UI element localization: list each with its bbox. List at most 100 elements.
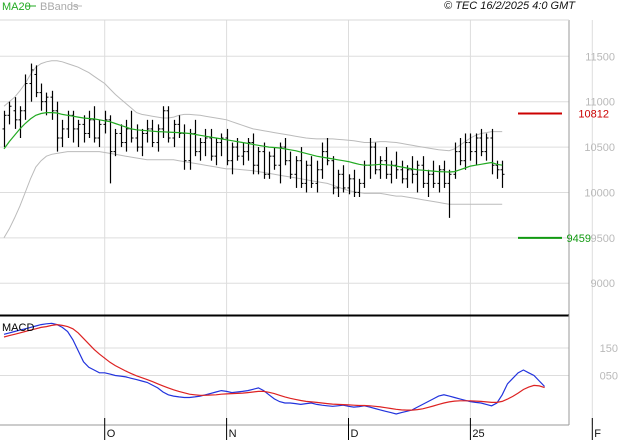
ohlc-bar (60, 119, 65, 148)
ohlc-bar (55, 101, 60, 152)
ohlc-bar (410, 156, 415, 184)
ohlc-bar (474, 133, 479, 166)
ohlc-bars (2, 63, 505, 218)
ohlc-bar (431, 160, 436, 188)
ohlc-bar (495, 160, 500, 179)
ohlc-bar (7, 101, 12, 125)
ohlc-bar (161, 106, 166, 138)
ohlc-bar (113, 128, 118, 157)
ohlc-bar (421, 156, 426, 188)
ohlc-bar (484, 133, 489, 161)
ohlc-bar (44, 92, 49, 116)
ohlc-bar (82, 115, 87, 143)
date-tick-label: F (594, 428, 601, 440)
ohlc-bar (278, 142, 283, 184)
ohlc-bar (336, 169, 341, 197)
date-tick-label: D (351, 428, 359, 440)
ohlc-bar (177, 115, 182, 138)
ohlc-bar (76, 119, 81, 148)
ohlc-bar (315, 160, 320, 193)
ohlc-bar (341, 165, 346, 193)
ohlc-bar (267, 151, 272, 179)
ohlc-bar (92, 106, 97, 143)
ohlc-bar (166, 106, 171, 143)
ohlc-bar (225, 128, 230, 166)
ohlc-bar (405, 165, 410, 188)
price-tick-label: 10500 (584, 142, 615, 154)
ohlc-bar (214, 138, 219, 166)
ohlc-bar (415, 160, 420, 193)
legend-ma20: MA20 (2, 1, 31, 13)
ohlc-bar (124, 119, 129, 152)
price-tick-label: 11000 (585, 97, 615, 109)
ohlc-bar (156, 124, 161, 152)
ohlc-bar (87, 110, 92, 138)
ohlc-bar (108, 115, 113, 184)
ohlc-bar (500, 160, 505, 188)
ohlc-bar (241, 142, 246, 166)
ohlc-bar (140, 128, 145, 157)
macd-line (3, 322, 546, 415)
ma20-line-group (3, 112, 503, 173)
ohlc-bar (325, 138, 330, 166)
ohlc-bar (135, 124, 140, 152)
ohlc-bar (463, 133, 468, 170)
ohlc-bar (453, 142, 458, 179)
ohlc-bar (119, 124, 124, 148)
macd-panel: 050 150 (3, 322, 618, 415)
ohlc-bar (378, 156, 383, 179)
ohlc-bar (437, 165, 442, 193)
ohlc-bar (479, 128, 484, 157)
ohlc-bar (352, 169, 357, 197)
ohlc-bar (203, 128, 208, 157)
ohlc-bar (272, 147, 277, 170)
ohlc-bar (103, 110, 108, 134)
date-tick-label: O (107, 428, 116, 440)
ohlc-bar (447, 169, 452, 218)
price-tick-label: 11500 (585, 51, 615, 63)
ohlc-bar (400, 160, 405, 184)
ohlc-bar (347, 174, 352, 195)
ohlc-bar (50, 90, 55, 120)
ohlc-bar (458, 138, 463, 166)
macd-tick-label: 150 (600, 343, 618, 355)
ohlc-bar (468, 133, 473, 161)
ohlc-bar (320, 142, 325, 179)
ohlc-bar (23, 74, 28, 120)
ohlc-bar (39, 83, 44, 111)
ohlc-bar (18, 106, 23, 138)
ohlc-bar (219, 133, 224, 157)
ohlc-bar (283, 138, 288, 166)
ohlc-bar (294, 156, 299, 188)
ohlc-bar (256, 147, 261, 175)
date-tick-label: 25 (472, 428, 484, 440)
ohlc-bar (246, 138, 251, 161)
ohlc-bar (331, 156, 336, 195)
support-level-label: 9459 (567, 233, 591, 245)
ohlc-bar (442, 160, 447, 188)
bband-upper-line (3, 60, 503, 152)
ohlc-bar (288, 151, 293, 179)
ohlc-bar (357, 178, 362, 197)
date-tick-label: N (229, 428, 237, 440)
macd-tick-label: 050 (600, 371, 618, 383)
price-tick-label: 9500 (591, 233, 615, 245)
copyright-text: © TEC 16/2/2025 4:0 GMT (444, 0, 576, 12)
price-tick-label: 10000 (584, 187, 615, 199)
legend-bbands: BBands (40, 1, 79, 13)
ohlc-bar (251, 133, 256, 175)
price-tick-label: 9000 (591, 278, 615, 290)
ohlc-bar (198, 138, 203, 161)
ohlc-bar (2, 110, 7, 148)
ohlc-bar (209, 128, 214, 161)
ohlc-bar (384, 147, 389, 179)
ohlc-bar (394, 151, 399, 179)
resistance-level-label: 10812 (578, 108, 609, 120)
macd-panel-title: MACD (2, 322, 34, 334)
ohlc-bar (262, 142, 267, 179)
ma20-line (3, 112, 503, 173)
price-levels: 10812 9459 (518, 108, 609, 245)
ohlc-bar (426, 169, 431, 197)
